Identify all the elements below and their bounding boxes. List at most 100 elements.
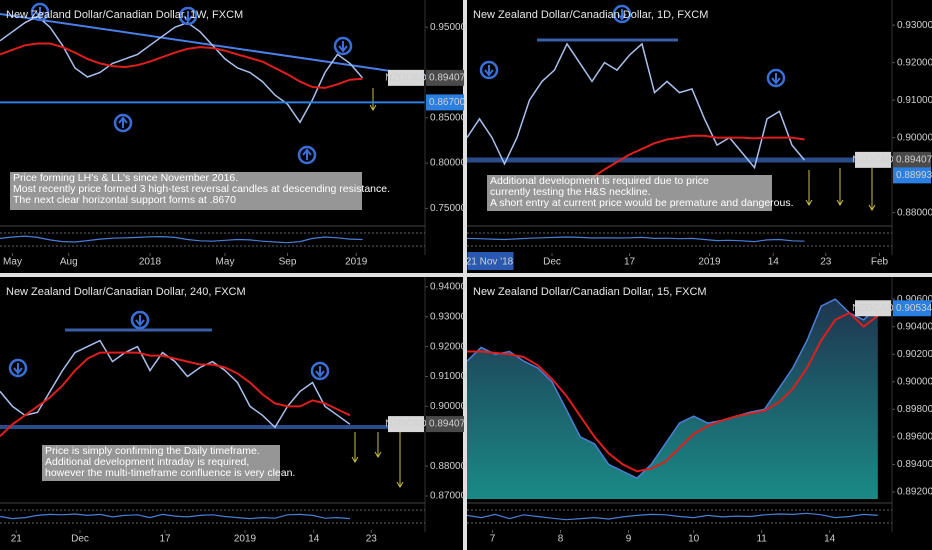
x-tick-label: 17 — [159, 534, 171, 545]
y-tick-label: 0.90200 — [897, 349, 932, 360]
x-tick-label: 7 — [490, 534, 496, 545]
price-line — [0, 339, 351, 429]
price-tag — [893, 151, 931, 168]
signal-arrow — [118, 116, 128, 128]
tag-name-bg — [855, 300, 891, 317]
panel-title: New Zealand Dollar/Canadian Dollar, 240,… — [6, 286, 246, 298]
y-tick-label: 0.89400 — [897, 459, 932, 470]
signal-marker — [130, 310, 150, 330]
annotation-box — [42, 445, 280, 481]
price-line — [467, 42, 806, 170]
y-tick-label: 0.93000 — [430, 311, 467, 322]
price-line — [467, 298, 879, 480]
price-tag — [426, 69, 464, 86]
projection-arrow — [836, 168, 844, 206]
y-tick-label: 0.92000 — [897, 57, 932, 68]
x-tick-label: 9 — [626, 534, 632, 545]
signal-marker — [612, 4, 632, 24]
signal-arrow — [484, 65, 494, 77]
signal-arrow — [315, 366, 325, 378]
y-tick-label: 0.94000 — [430, 282, 467, 293]
indicator-line — [467, 236, 805, 243]
annotation-line: currently testing the H&S neckline. — [490, 186, 651, 198]
panel: 0.95000 0.85000 0.80000 0.75000 May Aug 2018 Ma… — [0, 0, 467, 268]
x-tick-label: Dec — [71, 534, 89, 545]
y-tick-label: 0.80000 — [430, 158, 467, 169]
x-tick-label: 14 — [824, 534, 836, 545]
annotation-line: The next clear horizontal support forms … — [13, 194, 236, 206]
tag-name-bg — [855, 151, 891, 168]
price-tag-label: 0.89407 — [429, 73, 466, 84]
x-tick-label: 23 — [366, 534, 378, 545]
projection-arrow — [374, 432, 382, 458]
signal-arrow — [338, 41, 348, 53]
y-tick-label: 0.88000 — [897, 207, 932, 218]
y-tick-label: 0.90400 — [897, 321, 932, 332]
price-tag — [426, 94, 464, 111]
projection-arrow — [351, 432, 359, 463]
x-tick-label: 2019 — [345, 257, 368, 268]
x-tick-label: 21 — [11, 534, 23, 545]
annotation-box — [10, 172, 362, 210]
price-tag-label: 0.90534 — [896, 303, 932, 314]
x-tick-label: Aug — [60, 257, 78, 268]
signal-marker — [297, 145, 317, 165]
panel-title: New Zealand Dollar/Canadian Dollar, 1W, … — [6, 9, 243, 21]
y-tick-label: 0.89200 — [897, 487, 932, 498]
x-tick-label: 2018 — [139, 257, 162, 268]
x-tick-label: 17 — [624, 257, 636, 268]
y-tick-label: 0.89800 — [897, 404, 932, 415]
annotation-line: Additional development intraday is requi… — [45, 456, 249, 468]
signal-arrow — [302, 148, 312, 160]
signal-arrow — [183, 11, 193, 23]
x-tick-label: 10 — [688, 534, 700, 545]
price-tag-label: 0.86700 — [429, 97, 466, 108]
y-tick-label: 0.90600 — [897, 294, 932, 305]
y-tick-label: 0.87000 — [430, 491, 467, 502]
x-tick-label: 14 — [768, 257, 780, 268]
panel-title: New Zealand Dollar/Canadian Dollar, 15, … — [473, 286, 707, 298]
x-tick-label: Dec — [543, 257, 561, 268]
signal-marker — [333, 36, 353, 56]
x-tick-label: 2019 — [234, 534, 257, 545]
plot-area — [0, 2, 426, 244]
signal-arrow — [35, 7, 45, 19]
panel: 0.93000 0.92000 0.91000 0.90000 0.88000 21 No… — [466, 0, 932, 270]
x-tick-label: 14 — [308, 534, 320, 545]
signal-marker — [479, 60, 499, 80]
annotation-line: Most recently price formed 3 high-test r… — [13, 183, 390, 195]
y-tick-label: 0.95000 — [430, 22, 467, 33]
x-tick-label: Feb — [871, 257, 889, 268]
x-tick-label: May — [3, 257, 22, 268]
x-tick-label: May — [216, 257, 235, 268]
signal-marker — [30, 2, 50, 22]
x-tick-label: 23 — [820, 257, 832, 268]
x-tick-label: Sep — [279, 257, 297, 268]
plot-area — [467, 4, 876, 243]
signal-marker — [310, 361, 330, 381]
signal-marker — [766, 68, 786, 88]
signal-arrow — [13, 363, 23, 375]
y-tick-label: 0.91000 — [430, 371, 467, 382]
panel: 0.90600 0.90400 0.90200 0.90000 0.89800 0.896… — [467, 277, 932, 545]
price-line — [0, 15, 364, 124]
projection-arrow — [868, 168, 876, 211]
signal-arrow — [771, 73, 781, 85]
signal-marker — [178, 6, 198, 26]
price-tag-label: 0.88993 — [896, 170, 932, 181]
price-tag-label: 0.89407 — [896, 155, 932, 166]
panel-title: New Zealand Dollar/Canadian Dollar, 1D, … — [473, 9, 708, 21]
tag-name: NZDCAD — [852, 155, 894, 166]
moving-average — [467, 311, 879, 473]
indicator-line — [467, 512, 878, 521]
y-tick-label: 0.92000 — [430, 341, 467, 352]
plot-area — [0, 310, 404, 520]
price-tag — [426, 416, 464, 433]
annotation-line: Additional development is required due t… — [490, 175, 709, 187]
y-tick-label: 0.90000 — [430, 401, 467, 412]
x-tick-label: 2019 — [698, 257, 721, 268]
moving-average — [0, 351, 351, 438]
price-tag — [893, 300, 931, 317]
y-tick-label: 0.90000 — [897, 132, 932, 143]
